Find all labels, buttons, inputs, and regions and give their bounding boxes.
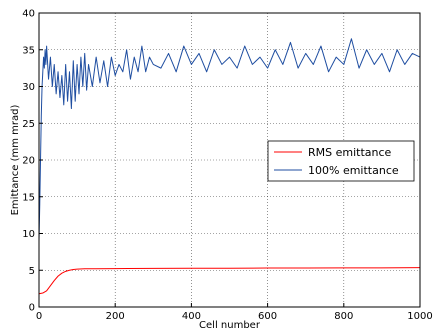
series-layer bbox=[38, 38, 421, 295]
y-tick-label: 30 bbox=[22, 82, 35, 93]
legend-label-100pct: 100% emittance bbox=[308, 164, 399, 177]
y-tick-label: 35 bbox=[22, 45, 35, 56]
x-tick-label: 800 bbox=[334, 311, 353, 322]
series-line-100pct bbox=[38, 38, 421, 241]
x-tick-label: 1000 bbox=[407, 311, 432, 322]
y-axis-label: Emittance (mm mrad) bbox=[10, 105, 21, 216]
x-tick-label: 400 bbox=[182, 311, 201, 322]
y-tick-label: 15 bbox=[22, 192, 35, 203]
y-tick-label: 10 bbox=[22, 229, 35, 240]
y-tick-label: 40 bbox=[22, 9, 35, 20]
series-line-rms bbox=[38, 267, 421, 295]
x-tick-label: 200 bbox=[106, 311, 125, 322]
y-tick-label: 5 bbox=[29, 266, 35, 277]
y-tick-label: 25 bbox=[22, 119, 35, 130]
legend-label-rms: RMS emittance bbox=[308, 146, 392, 159]
legend: RMS emittance 100% emittance bbox=[267, 140, 415, 182]
y-tick-label: 20 bbox=[22, 156, 35, 167]
y-tick-label: 0 bbox=[29, 303, 35, 314]
x-axis-label: Cell number bbox=[199, 320, 261, 331]
ticks: 0 200 400 600 800 1000 0 5 10 15 20 25 30 35 40 bbox=[22, 9, 432, 323]
x-tick-label: 0 bbox=[36, 311, 42, 322]
x-tick-label: 600 bbox=[258, 311, 277, 322]
legend-box bbox=[267, 140, 415, 182]
